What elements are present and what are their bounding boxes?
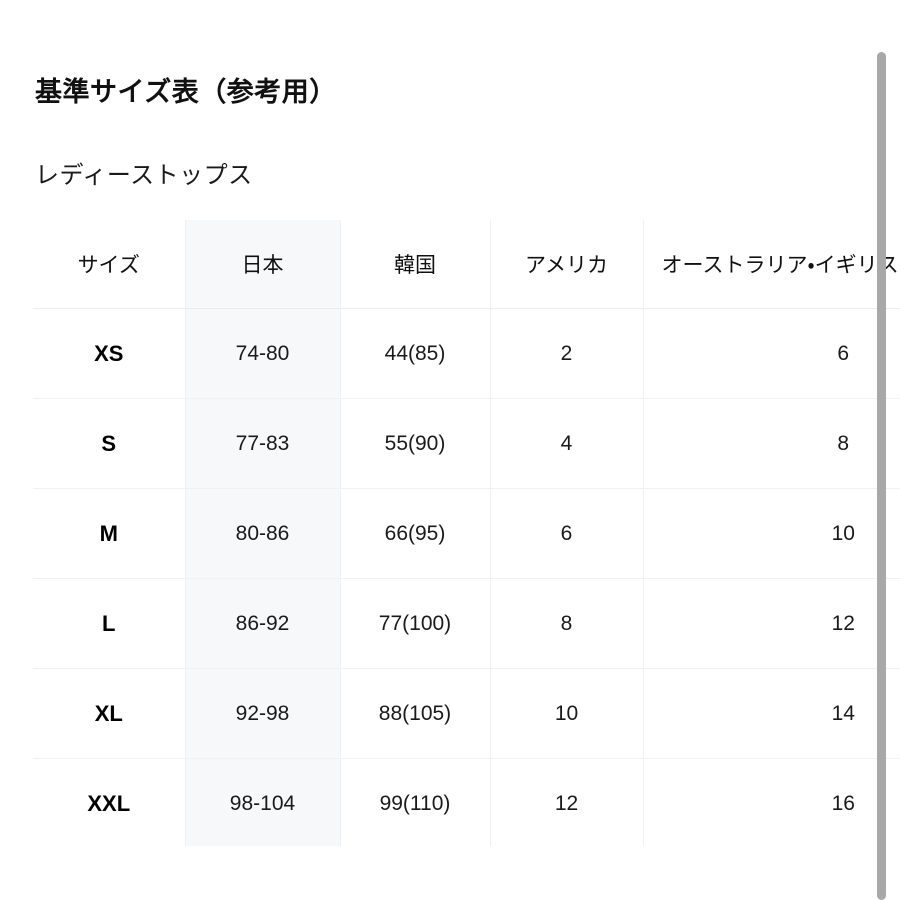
table-row: M 80-86 66(95) 6 10 xyxy=(33,488,900,579)
cell-australia-uk: 16 xyxy=(643,758,900,846)
column-header-japan: 日本 xyxy=(185,220,341,309)
table-row: S 77-83 55(90) 4 8 xyxy=(33,398,900,489)
cell-australia-uk: 10 xyxy=(643,488,900,579)
cell-korea: 77(100) xyxy=(340,578,491,669)
cell-usa: 2 xyxy=(490,308,644,399)
cell-japan: 98-104 xyxy=(185,758,341,846)
page-title: 基準サイズ表（参考用） xyxy=(35,77,337,107)
size-table-scroll-area[interactable]: サイズ 日本 韓国 アメリカ オーストラリア・イギリス XS 74-80 44(… xyxy=(33,220,900,846)
column-header-korea: 韓国 xyxy=(340,220,491,309)
column-header-size: サイズ xyxy=(33,220,186,309)
cell-usa: 4 xyxy=(490,398,644,489)
cell-size: M xyxy=(33,488,186,579)
cell-korea: 99(110) xyxy=(340,758,491,846)
vertical-scrollbar-track[interactable] xyxy=(877,0,894,900)
cell-usa: 6 xyxy=(490,488,644,579)
cell-korea: 88(105) xyxy=(340,668,491,759)
cell-australia-uk: 8 xyxy=(643,398,900,489)
cell-size: XL xyxy=(33,668,186,759)
table-row: XL 92-98 88(105) 10 14 xyxy=(33,668,900,759)
size-table-body: XS 74-80 44(85) 2 6 S 77-83 55(90) 4 8 M… xyxy=(33,308,900,846)
cell-size: L xyxy=(33,578,186,669)
cell-australia-uk: 12 xyxy=(643,578,900,669)
cell-japan: 74-80 xyxy=(185,308,341,399)
cell-usa: 12 xyxy=(490,758,644,846)
column-header-usa: アメリカ xyxy=(490,220,644,309)
table-row: L 86-92 77(100) 8 12 xyxy=(33,578,900,669)
size-table-header: サイズ 日本 韓国 アメリカ オーストラリア・イギリス xyxy=(33,220,900,309)
vertical-scrollbar-thumb[interactable] xyxy=(877,52,886,900)
table-row: XS 74-80 44(85) 2 6 xyxy=(33,308,900,399)
table-row: XXL 98-104 99(110) 12 16 xyxy=(33,758,900,846)
column-header-australia-uk: オーストラリア・イギリス xyxy=(643,220,900,309)
cell-usa: 8 xyxy=(490,578,644,669)
section-subtitle: レディーストップス xyxy=(35,162,253,189)
cell-australia-uk: 6 xyxy=(643,308,900,399)
size-table: サイズ 日本 韓国 アメリカ オーストラリア・イギリス XS 74-80 44(… xyxy=(33,220,900,846)
cell-size: S xyxy=(33,398,186,489)
cell-korea: 55(90) xyxy=(340,398,491,489)
cell-japan: 86-92 xyxy=(185,578,341,669)
cell-size: XXL xyxy=(33,758,186,846)
table-header-row: サイズ 日本 韓国 アメリカ オーストラリア・イギリス xyxy=(33,220,900,309)
cell-japan: 77-83 xyxy=(185,398,341,489)
cell-japan: 92-98 xyxy=(185,668,341,759)
cell-size: XS xyxy=(33,308,186,399)
cell-korea: 44(85) xyxy=(340,308,491,399)
cell-japan: 80-86 xyxy=(185,488,341,579)
cell-korea: 66(95) xyxy=(340,488,491,579)
cell-australia-uk: 14 xyxy=(643,668,900,759)
cell-usa: 10 xyxy=(490,668,644,759)
